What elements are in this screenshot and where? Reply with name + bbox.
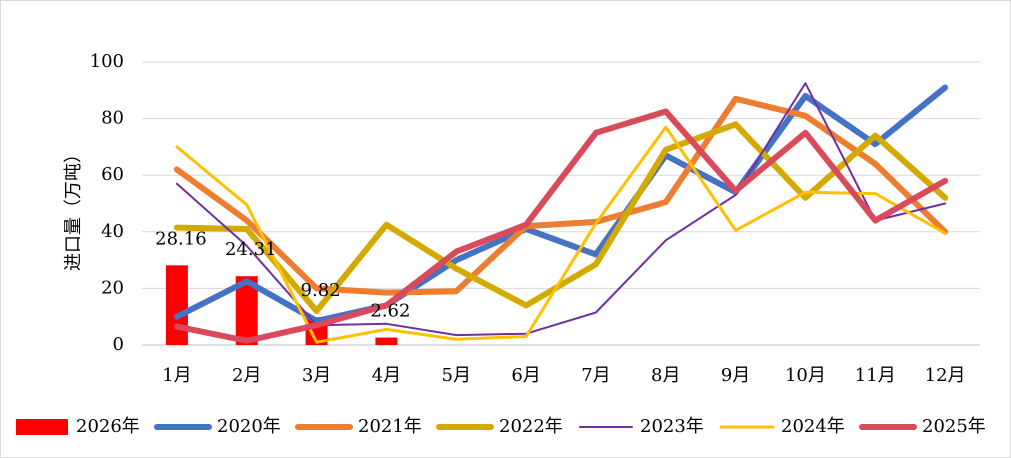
legend-swatch — [16, 419, 68, 435]
x-tick-label: 1月 — [162, 365, 191, 386]
y-tick-label: 40 — [101, 221, 124, 242]
gridlines — [142, 61, 980, 346]
legend-label: 2021年 — [358, 416, 422, 437]
x-tick-label: 10月 — [785, 365, 826, 386]
x-tick-label: 8月 — [651, 365, 680, 386]
bar-data-label: 9.82 — [301, 280, 341, 301]
y-axis-label: 进口量（万吨） — [63, 145, 84, 271]
bar-data-label: 28.16 — [155, 228, 207, 249]
x-tick-label: 4月 — [372, 365, 401, 386]
bar-2026 — [235, 276, 258, 345]
legend-label: 2024年 — [781, 416, 845, 437]
y-axis: 0 20 40 60 80 100 — [90, 51, 124, 355]
series-line-2024年 — [175, 125, 947, 344]
x-tick-label: 2月 — [232, 365, 261, 386]
y-tick-label: 0 — [113, 334, 124, 355]
bar-2026 — [375, 337, 398, 345]
legend-label: 2025年 — [922, 416, 986, 437]
series-line-2022年 — [173, 121, 949, 314]
y-tick-label: 60 — [101, 164, 124, 185]
x-tick-label: 9月 — [721, 365, 750, 386]
legend-label: 2023年 — [640, 416, 704, 437]
x-tick-label: 5月 — [442, 365, 471, 386]
x-tick-label: 3月 — [302, 365, 331, 386]
line-series — [173, 82, 949, 344]
x-axis: 1月 2月 3月 4月 5月 6月 7月 8月 9月 10月 11月 12月 — [162, 365, 965, 386]
series-line-2023年 — [175, 82, 947, 337]
x-tick-label: 6月 — [511, 365, 540, 386]
legend: 2026年 2020年 2021年 2022年 2023年 2024年 2025年 — [16, 416, 986, 437]
legend-label: 2026年 — [76, 416, 140, 437]
y-tick-label: 80 — [101, 108, 124, 129]
x-tick-label: 12月 — [925, 365, 966, 386]
y-tick-label: 20 — [101, 277, 124, 298]
data-labels: 28.16 24.31 9.82 2.62 — [155, 228, 410, 321]
bar-2026 — [165, 265, 188, 345]
x-tick-label: 7月 — [581, 365, 610, 386]
series-line-2021年 — [173, 95, 949, 296]
x-tick-label: 11月 — [855, 365, 896, 386]
legend-label: 2022年 — [499, 416, 563, 437]
bar-data-label: 24.31 — [225, 239, 277, 260]
legend-label: 2020年 — [217, 416, 281, 437]
bar-data-label: 2.62 — [370, 301, 410, 322]
series-line-2025年 — [173, 108, 949, 344]
y-tick-label: 100 — [90, 51, 124, 72]
